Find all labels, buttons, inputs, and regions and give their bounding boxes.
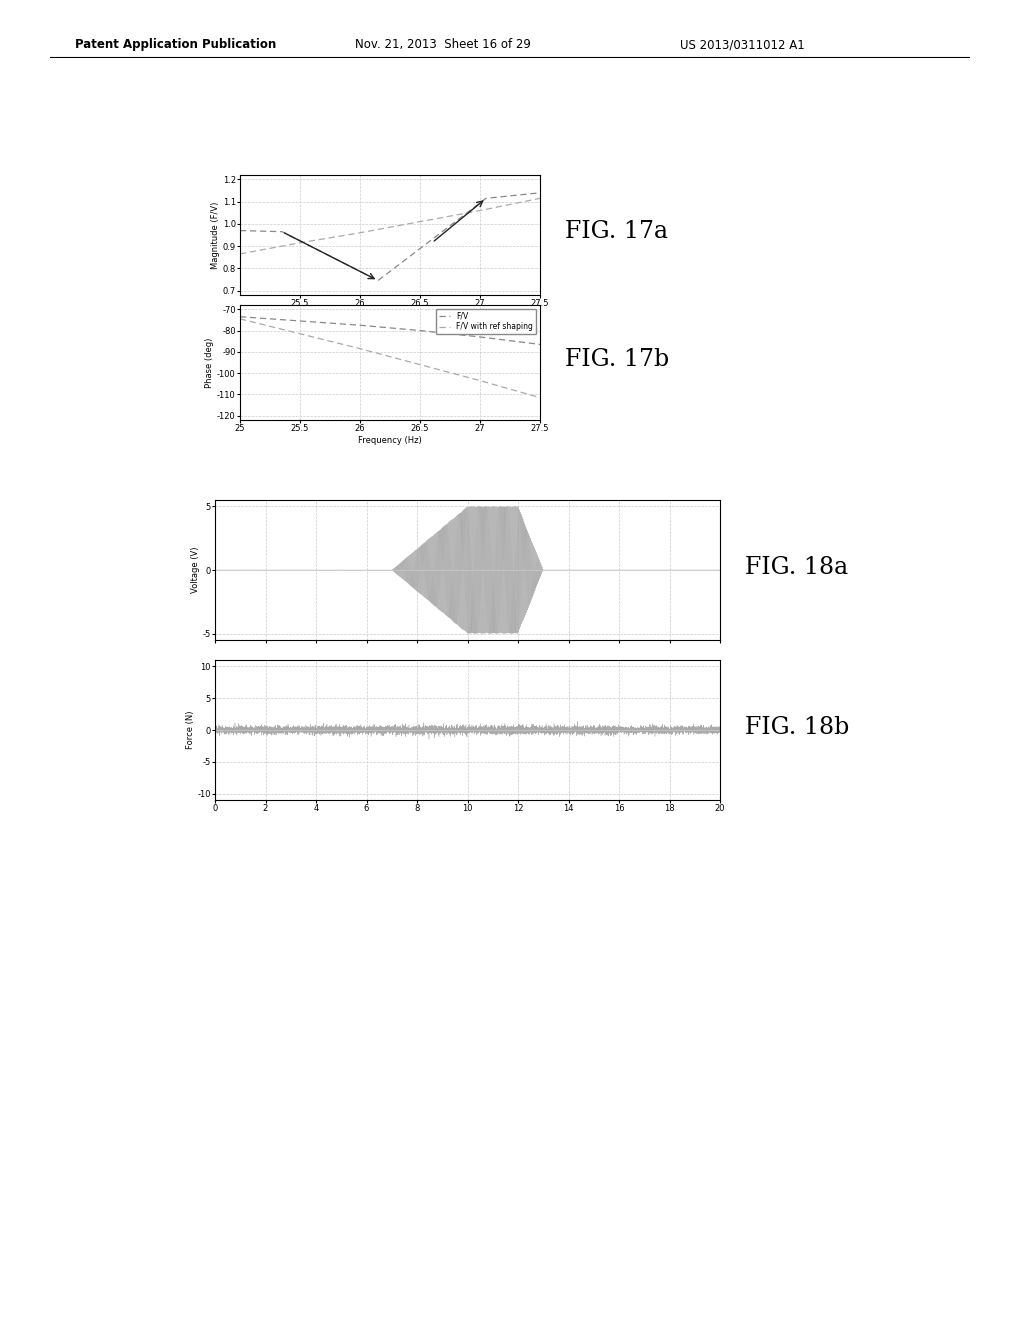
F/V with ref shaping (414, 356, 426, 372)
F/V with ref shaping (474, 372, 486, 388)
Text: FIG. 18a: FIG. 18a (745, 557, 848, 579)
Text: FIG. 17b: FIG. 17b (565, 348, 669, 371)
X-axis label: Frequency (Hz): Frequency (Hz) (358, 436, 422, 445)
Y-axis label: Phase (deg): Phase (deg) (205, 338, 214, 388)
Line: F/V: F/V (240, 317, 540, 345)
Text: Nov. 21, 2013  Sheet 16 of 29: Nov. 21, 2013 Sheet 16 of 29 (355, 38, 530, 51)
Text: FIG. 18b: FIG. 18b (745, 717, 849, 739)
F/V with ref shaping (233, 312, 246, 327)
F/V with ref shaping (534, 389, 546, 405)
F/V with ref shaping (354, 341, 367, 356)
F/V (534, 337, 546, 352)
F/V (294, 313, 306, 329)
Line: F/V with ref shaping: F/V with ref shaping (240, 319, 540, 397)
F/V (414, 322, 426, 338)
F/V (474, 329, 486, 345)
Text: FIG. 17a: FIG. 17a (565, 220, 668, 243)
Y-axis label: Voltage (V): Voltage (V) (190, 546, 200, 593)
Y-axis label: Force (N): Force (N) (185, 710, 195, 750)
Legend: F/V, F/V with ref shaping: F/V, F/V with ref shaping (435, 309, 537, 334)
Text: Patent Application Publication: Patent Application Publication (75, 38, 276, 51)
F/V with ref shaping (294, 326, 306, 342)
F/V (354, 317, 367, 333)
Y-axis label: Magnitude (F/V): Magnitude (F/V) (211, 202, 220, 269)
F/V (233, 309, 246, 325)
Text: US 2013/0311012 A1: US 2013/0311012 A1 (680, 38, 805, 51)
